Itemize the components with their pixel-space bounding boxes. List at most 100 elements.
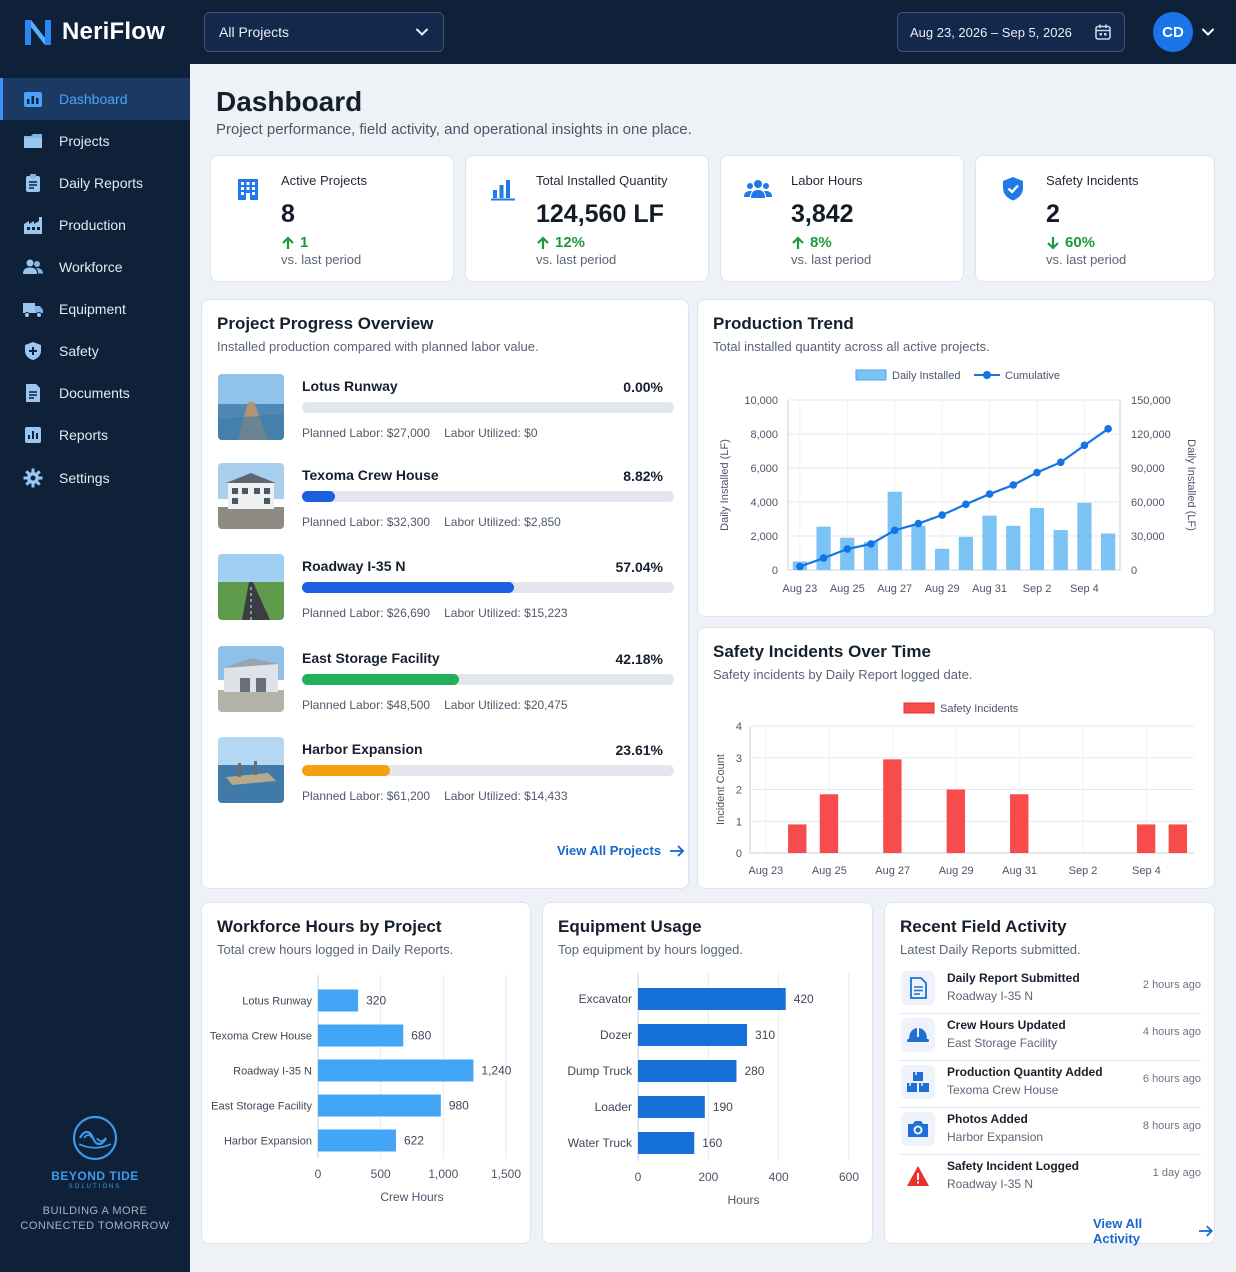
card-subtitle: Latest Daily Reports submitted. xyxy=(900,942,1081,957)
project-filter-select[interactable]: All Projects xyxy=(204,12,444,52)
kpi-card-labor-hours[interactable]: Labor Hours 3,842 8% vs. last period xyxy=(720,155,964,282)
kpi-card-installed-quantity[interactable]: Total Installed Quantity 124,560 LF 12% … xyxy=(465,155,709,282)
project-photo-crew-house xyxy=(218,463,284,529)
arrow-right-icon xyxy=(1199,1225,1214,1237)
sidebar-item-label: Documents xyxy=(59,385,130,401)
kpi-change: 1 xyxy=(281,234,308,251)
sidebar-item-documents[interactable]: Documents xyxy=(0,372,190,414)
card-title: Workforce Hours by Project xyxy=(217,917,442,936)
view-all-projects-link[interactable]: View All Projects xyxy=(557,843,685,858)
sidebar: Dashboard Projects Daily Reports Product… xyxy=(0,64,190,1272)
arrow-down-icon xyxy=(1047,236,1059,250)
kpi-value: 3,842 xyxy=(791,200,854,228)
x-tick-label: Aug 25 xyxy=(812,865,847,877)
x-tick-label: 500 xyxy=(371,1167,391,1181)
sidebar-item-safety[interactable]: Safety xyxy=(0,330,190,372)
project-row[interactable]: East Storage Facility 42.18% Planned Lab… xyxy=(217,646,677,716)
project-name: Harbor Expansion xyxy=(302,741,423,757)
x-tick-label: Sep 4 xyxy=(1132,865,1161,877)
activity-project: Texoma Crew House xyxy=(947,1083,1059,1097)
equipment-usage-card: Equipment Usage Top equipment by hours l… xyxy=(542,902,873,1244)
activity-item[interactable]: Safety Incident Logged Roadway I-35 N 1 … xyxy=(899,1155,1201,1202)
bar xyxy=(638,1132,695,1154)
card-title: Safety Incidents Over Time xyxy=(713,642,931,661)
kpi-label: Active Projects xyxy=(281,173,367,188)
x-tick-label: Aug 29 xyxy=(939,865,974,877)
kpi-change-value: 60% xyxy=(1065,234,1096,251)
y-tick-label: 8,000 xyxy=(750,429,778,441)
y2-tick-label: 30,000 xyxy=(1131,531,1165,543)
x-tick-label: Sep 4 xyxy=(1070,583,1099,595)
legend-label: Safety Incidents xyxy=(940,703,1019,715)
kpi-period: vs. last period xyxy=(536,252,617,267)
legend-swatch xyxy=(903,702,935,714)
card-title: Equipment Usage xyxy=(558,917,702,936)
workforce-hours-chart: 0 500 1,000 1,500 Lotus Runway 320 Texoma Crew… xyxy=(210,975,521,1204)
equipment-usage-chart: 0 200 400 600 Excavator 420 Dozer 310 Dump Truck… xyxy=(567,973,859,1207)
sidebar-item-reports[interactable]: Reports xyxy=(0,414,190,456)
project-row[interactable]: Roadway I-35 N 57.04% Planned Labor: $26… xyxy=(217,554,677,624)
kpi-card-active-projects[interactable]: Active Projects 8 1 vs. last period xyxy=(210,155,454,282)
bar xyxy=(946,789,966,853)
x-tick-label: 1,000 xyxy=(428,1167,458,1181)
project-row[interactable]: Lotus Runway 0.00% Planned Labor: $27,00… xyxy=(217,374,677,444)
bar xyxy=(1136,824,1156,853)
arrow-right-icon xyxy=(670,844,685,857)
production-trend-card: Production Trend Total installed quantit… xyxy=(697,299,1215,617)
app-logo[interactable]: NeriFlow xyxy=(22,16,165,48)
y-tick-label: 4 xyxy=(736,721,742,733)
activity-item[interactable]: Daily Report Submitted Roadway I-35 N 2 … xyxy=(899,967,1201,1014)
kpi-change-value: 12% xyxy=(555,234,586,251)
category-label: Texoma Crew House xyxy=(210,1031,312,1043)
kpi-period: vs. last period xyxy=(1046,252,1127,267)
y-tick-label: 4,000 xyxy=(750,497,778,509)
activity-item[interactable]: Crew Hours Updated East Storage Facility… xyxy=(899,1014,1201,1061)
sidebar-item-projects[interactable]: Projects xyxy=(0,120,190,162)
planned-labor: Planned Labor: $61,200 xyxy=(302,789,431,803)
data-label: 320 xyxy=(366,994,386,1008)
arrow-up-icon xyxy=(537,235,549,249)
activity-project: East Storage Facility xyxy=(947,1036,1058,1050)
bar xyxy=(840,537,855,570)
user-avatar[interactable]: CD xyxy=(1153,12,1193,52)
x-tick-label: Aug 31 xyxy=(972,583,1007,595)
activity-item[interactable]: Production Quantity Added Texoma Crew Ho… xyxy=(899,1061,1201,1108)
legend-label: Daily Installed xyxy=(892,370,960,382)
x-tick-label: Sep 2 xyxy=(1069,865,1098,877)
sidebar-item-workforce[interactable]: Workforce xyxy=(0,246,190,288)
legend-swatch xyxy=(855,369,887,381)
data-point xyxy=(962,500,970,509)
labor-utilized: Labor Utilized: $14,433 xyxy=(444,789,568,803)
labor-utilized: Labor Utilized: $20,475 xyxy=(444,698,568,712)
sidebar-item-equipment[interactable]: Equipment xyxy=(0,288,190,330)
sidebar-item-settings[interactable]: Settings xyxy=(0,457,190,499)
sidebar-item-dashboard[interactable]: Dashboard xyxy=(0,78,190,120)
x-tick-label: Aug 29 xyxy=(925,583,960,595)
data-point xyxy=(985,490,994,498)
bar xyxy=(982,515,997,570)
x-tick-label: Aug 27 xyxy=(875,865,910,877)
view-all-activity-link[interactable]: View All Activity xyxy=(1093,1216,1214,1246)
date-range-picker[interactable]: Aug 23, 2026 – Sep 5, 2026 xyxy=(897,12,1125,52)
calendar-icon xyxy=(1095,24,1111,40)
x-tick-label: Aug 23 xyxy=(748,865,783,877)
activity-item[interactable]: Photos Added Harbor Expansion 8 hours ag… xyxy=(899,1108,1201,1155)
page-subtitle: Project performance, field activity, and… xyxy=(216,121,692,138)
card-subtitle: Top equipment by hours logged. xyxy=(558,942,744,957)
card-title: Production Trend xyxy=(713,314,854,333)
legend-swatch xyxy=(983,371,991,379)
y2-tick-label: 0 xyxy=(1131,565,1137,577)
sidebar-item-daily-reports[interactable]: Daily Reports xyxy=(0,162,190,204)
data-point xyxy=(867,540,875,548)
project-row[interactable]: Harbor Expansion 23.61% Planned Labor: $… xyxy=(217,737,677,807)
x-tick-label: Aug 27 xyxy=(877,583,912,595)
arrow-up-icon xyxy=(282,235,294,249)
sidebar-item-production[interactable]: Production xyxy=(0,204,190,246)
y-axis-label: Daily Installed (LF) xyxy=(719,439,731,531)
kpi-card-safety-incidents[interactable]: Safety Incidents 2 60% vs. last period xyxy=(975,155,1215,282)
project-row[interactable]: Texoma Crew House 8.82% Planned Labor: $… xyxy=(217,463,677,533)
folder-icon xyxy=(22,130,44,152)
sidebar-item-label: Reports xyxy=(59,427,109,443)
user-menu-chevron-icon[interactable] xyxy=(1200,24,1216,40)
project-progress-bar xyxy=(302,674,674,685)
